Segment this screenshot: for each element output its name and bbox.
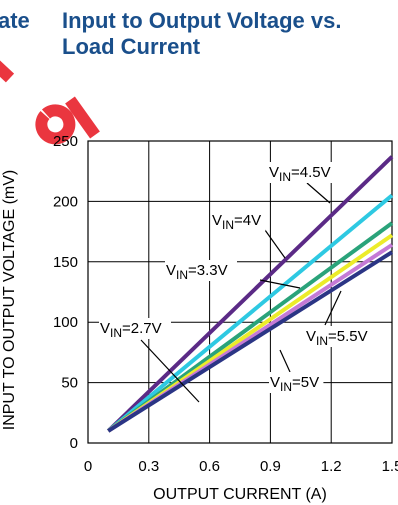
- series-line: [107, 250, 394, 433]
- annotation-label: VIN=3.3V: [166, 262, 228, 282]
- annotation-leader: [279, 349, 291, 373]
- annotation-label: VIN=5.5V: [306, 328, 368, 348]
- annotation-bg: [268, 162, 340, 183]
- y-tick-label: 200: [53, 193, 78, 210]
- annotation-leader: [259, 279, 301, 289]
- annotation-leader: [264, 229, 286, 259]
- x-tick-label: 0: [84, 458, 92, 475]
- annotation-labels: VIN=4.5V VIN=4V VIN=3.3V VIN=2.7V VIN=5.5V VI…: [99, 162, 377, 394]
- annotation-leader: [324, 290, 342, 326]
- page-title-line1: Input to Output Voltage vs.: [62, 8, 342, 33]
- series-line: [106, 193, 394, 433]
- page-title: Input to Output Voltage vs. Load Current: [62, 8, 341, 60]
- plot-frame: [87, 140, 393, 444]
- y-tick-label: 100: [53, 314, 78, 331]
- page-title-line2: Load Current: [62, 34, 201, 59]
- chart-series: [106, 155, 394, 433]
- annotation-label: VIN=2.7V: [100, 320, 162, 340]
- header-left-fragment: ate: [0, 8, 30, 33]
- annotation-label: VIN=5V: [270, 374, 319, 394]
- annotation-bg: [165, 260, 237, 281]
- y-tick-label: 250: [53, 133, 78, 150]
- annotation-leader: [306, 182, 331, 204]
- y-axis-label: INPUT TO OUTPUT VOLTAGE (mV): [1, 170, 18, 430]
- y-tick-label: 50: [61, 375, 78, 392]
- x-axis-label: OUTPUT CURRENT (A): [153, 486, 327, 503]
- chart-grid: [87, 140, 393, 444]
- annotation-leader: [140, 339, 200, 403]
- annotation-bg: [99, 318, 171, 339]
- watermark-mark: [0, 60, 100, 145]
- annotation-bg: [305, 326, 377, 347]
- x-tick-label: 0.6: [199, 458, 220, 475]
- y-tick-label: 150: [53, 254, 78, 271]
- series-line: [106, 155, 394, 433]
- chart-ticks: 0 0.3 0.6 0.9 1.2 1.5 0 50 100 150 200 250: [53, 133, 398, 475]
- annotation-bg: [211, 210, 266, 231]
- x-tick-label: 1.5: [382, 458, 398, 475]
- y-tick-label: 0: [70, 435, 78, 452]
- annotation-leaders: [140, 182, 342, 403]
- x-tick-label: 0.9: [260, 458, 281, 475]
- x-tick-label: 1.2: [321, 458, 342, 475]
- annotation-label: VIN=4.5V: [269, 164, 331, 184]
- annotation-label: VIN=4V: [212, 212, 261, 232]
- x-tick-label: 0.3: [138, 458, 159, 475]
- annotation-bg: [269, 372, 324, 393]
